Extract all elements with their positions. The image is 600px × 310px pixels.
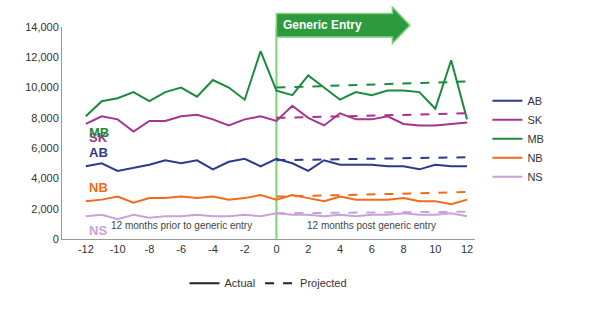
svg-text:6: 6 [369, 243, 375, 255]
svg-text:NB: NB [89, 180, 108, 195]
svg-text:-8: -8 [144, 243, 154, 255]
svg-text:-10: -10 [110, 243, 126, 255]
svg-text:12 months prior to generic ent: 12 months prior to generic entry [111, 220, 252, 231]
svg-text:4: 4 [337, 243, 343, 255]
svg-text:MB: MB [527, 133, 544, 145]
svg-text:Generic Entry: Generic Entry [283, 18, 362, 32]
svg-text:Projected: Projected [300, 277, 346, 289]
svg-text:NS: NS [89, 223, 107, 238]
svg-text:2: 2 [305, 243, 311, 255]
svg-text:12,000: 12,000 [25, 51, 59, 63]
svg-text:MB: MB [89, 125, 109, 140]
svg-text:4,000: 4,000 [31, 172, 59, 184]
svg-text:10,000: 10,000 [25, 81, 59, 93]
svg-text:AB: AB [527, 95, 542, 107]
svg-text:NB: NB [527, 152, 542, 164]
svg-text:0: 0 [53, 233, 59, 245]
svg-text:-2: -2 [240, 243, 250, 255]
svg-text:2,000: 2,000 [31, 203, 59, 215]
svg-text:SK: SK [89, 130, 108, 145]
svg-text:12: 12 [461, 243, 473, 255]
svg-text:12 months post generic entry: 12 months post generic entry [307, 220, 436, 231]
svg-text:-4: -4 [208, 243, 218, 255]
svg-text:-12: -12 [78, 243, 94, 255]
svg-text:Actual: Actual [225, 277, 256, 289]
svg-text:8,000: 8,000 [31, 112, 59, 124]
svg-text:-6: -6 [176, 243, 186, 255]
svg-text:6,000: 6,000 [31, 142, 59, 154]
svg-text:NS: NS [527, 171, 542, 183]
svg-text:0: 0 [273, 243, 279, 255]
svg-text:SK: SK [527, 114, 542, 126]
svg-text:14,000: 14,000 [25, 21, 59, 33]
svg-text:8: 8 [400, 243, 406, 255]
svg-text:AB: AB [89, 145, 108, 160]
svg-text:10: 10 [429, 243, 441, 255]
